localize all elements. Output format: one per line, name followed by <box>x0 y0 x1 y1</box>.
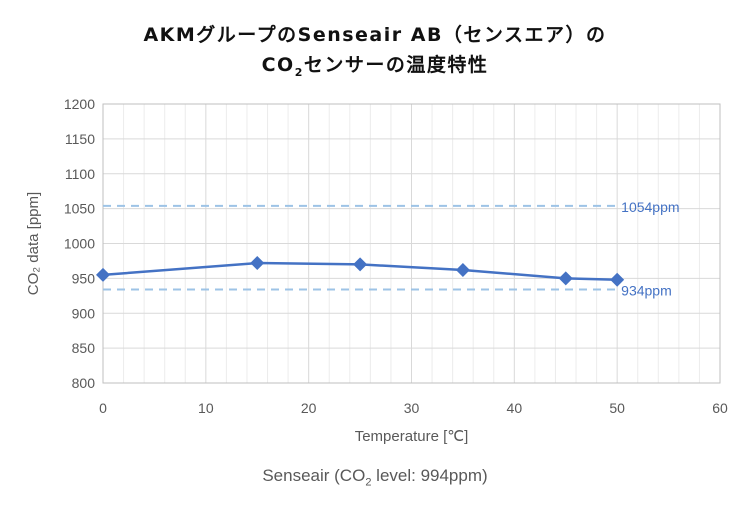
y-tick-label: 1050 <box>64 201 95 217</box>
x-axis-label: Temperature [℃] <box>355 428 469 445</box>
x-tick-label: 30 <box>404 400 420 416</box>
y-tick-label: 900 <box>72 305 96 321</box>
caption-a: Senseair (CO <box>262 466 366 485</box>
x-tick-label: 40 <box>507 400 523 416</box>
x-tick-label: 60 <box>712 400 728 416</box>
data-point <box>353 257 368 272</box>
data-point <box>96 267 110 282</box>
caption-sub: 2 <box>365 476 372 489</box>
title-co: CO <box>261 54 295 76</box>
x-tick-label: 10 <box>198 400 214 416</box>
data-point <box>558 271 573 286</box>
series-line <box>102 261 618 282</box>
y-tick-label: 1100 <box>65 166 95 182</box>
title-rest: センサーの温度特性 <box>303 54 489 76</box>
reference-line-label: 1054ppm <box>621 199 679 215</box>
title-sub: 2 <box>294 65 304 79</box>
plot-frame <box>102 103 721 384</box>
y-axis-label: CO₂ data [ppm] <box>25 192 42 295</box>
data-point <box>455 263 470 278</box>
y-tick-label: 1200 <box>64 96 95 112</box>
chart-title-line1: AKMグループのSenseair AB（センスエア）の <box>143 24 607 46</box>
x-tick-label: 20 <box>301 400 317 416</box>
data-point <box>250 256 265 271</box>
x-tick-label: 50 <box>609 400 625 416</box>
chart-title-line2: CO2センサーの温度特性 <box>0 50 750 79</box>
x-tick-label: 0 <box>99 400 107 416</box>
y-tick-label: 800 <box>72 375 96 391</box>
caption-b: level: 994ppm) <box>371 466 488 485</box>
y-tick-label: 850 <box>72 340 96 356</box>
y-tick-label: 1150 <box>65 131 95 147</box>
reference-line-label: 934ppm <box>621 283 672 299</box>
data-point <box>610 272 625 287</box>
y-tick-label: 1000 <box>64 236 95 252</box>
chart-caption: Senseair (CO2 level: 994ppm) <box>0 466 750 488</box>
y-tick-label: 950 <box>72 270 96 286</box>
